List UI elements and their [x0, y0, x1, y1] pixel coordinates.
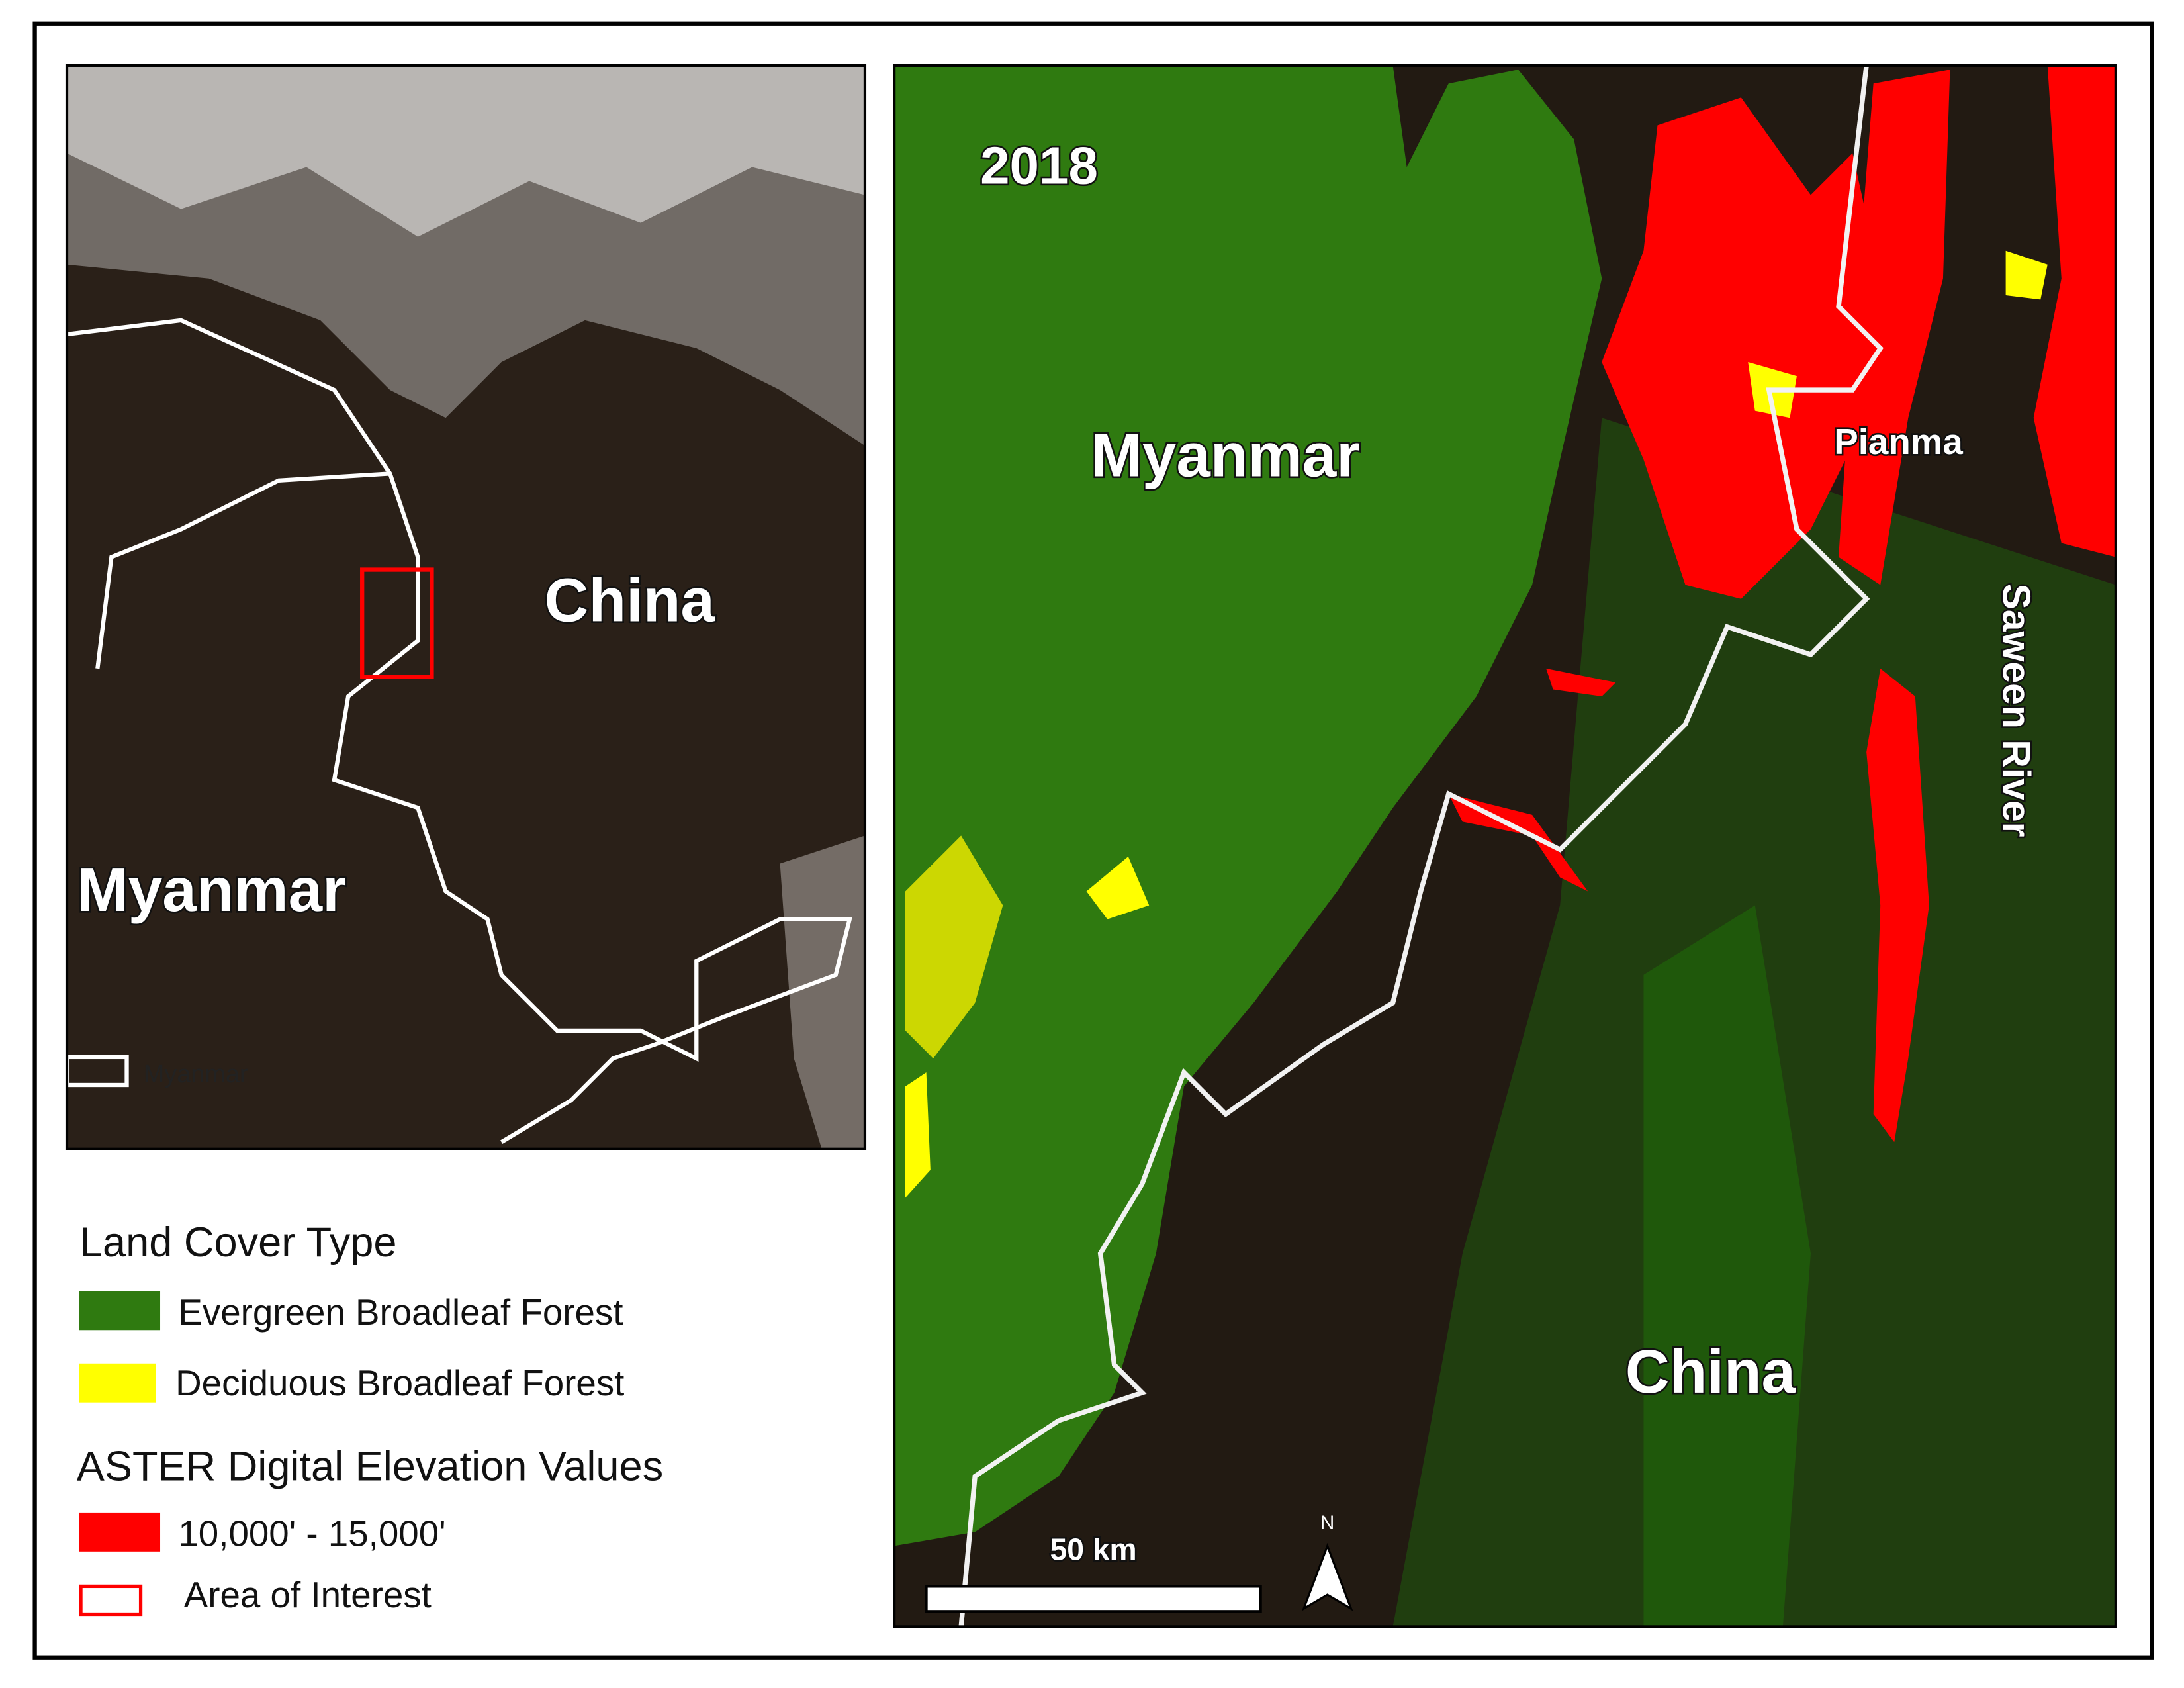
country-label: Myanmar [1091, 421, 1361, 490]
high-elevation [2033, 65, 2116, 557]
legend-label: Deciduous Broadleaf Forest [175, 1362, 624, 1403]
legend-swatch [79, 1584, 143, 1617]
deciduous-forest [1086, 856, 1150, 919]
evergreen-forest [894, 65, 1602, 1546]
legend-swatch [79, 1512, 161, 1552]
legend-label: 10,000' - 15,000' [178, 1513, 445, 1554]
snow-cover [67, 65, 865, 237]
legend-label: Evergreen Broadleaf Forest [178, 1291, 623, 1333]
country-label: China [545, 565, 716, 634]
map-frame [65, 64, 867, 1150]
scale-bar [925, 1585, 1262, 1613]
high-elevation [1866, 668, 1929, 1143]
border-line [66, 318, 852, 1144]
border-line [95, 471, 390, 669]
deciduous-forest [905, 1072, 931, 1198]
legend-label: Area of Interest [184, 1574, 432, 1615]
river-label: Saween River [1994, 584, 2037, 837]
scale-label: 50 km [1050, 1532, 1136, 1566]
inset-legend-label: Myanmar [144, 1060, 248, 1088]
overview-map: China Myanmar Myanmar [64, 64, 867, 1150]
forest-patches [1643, 905, 1811, 1627]
country-label: China [1625, 1337, 1797, 1406]
high-elevation [1839, 70, 1950, 585]
cloud [780, 835, 865, 1149]
legend-title: Land Cover Type [79, 1219, 397, 1266]
north-label: N [1320, 1512, 1334, 1534]
year-label: 2018 [980, 136, 1098, 195]
detail-map: 2018 Myanmar Pianma Saween River China 5… [893, 64, 2117, 1628]
legend-swatch [79, 1363, 156, 1403]
legend: Land Cover Type Evergreen Broadleaf Fore… [77, 1219, 663, 1617]
high-elevation [1546, 668, 1616, 696]
legend-swatch [79, 1291, 161, 1331]
country-label: Myanmar [77, 855, 347, 924]
north-arrow [1301, 1542, 1353, 1611]
border-line [958, 65, 1884, 1627]
town-label: Pianma [1834, 421, 1963, 462]
legend-title: ASTER Digital Elevation Values [77, 1444, 663, 1490]
map-frame [893, 64, 2117, 1628]
deciduous-forest [905, 835, 1003, 1059]
area-of-interest [360, 567, 434, 679]
high-elevation [1602, 97, 1881, 599]
deciduous-forest [2005, 250, 2048, 300]
high-elevation [1448, 794, 1588, 892]
